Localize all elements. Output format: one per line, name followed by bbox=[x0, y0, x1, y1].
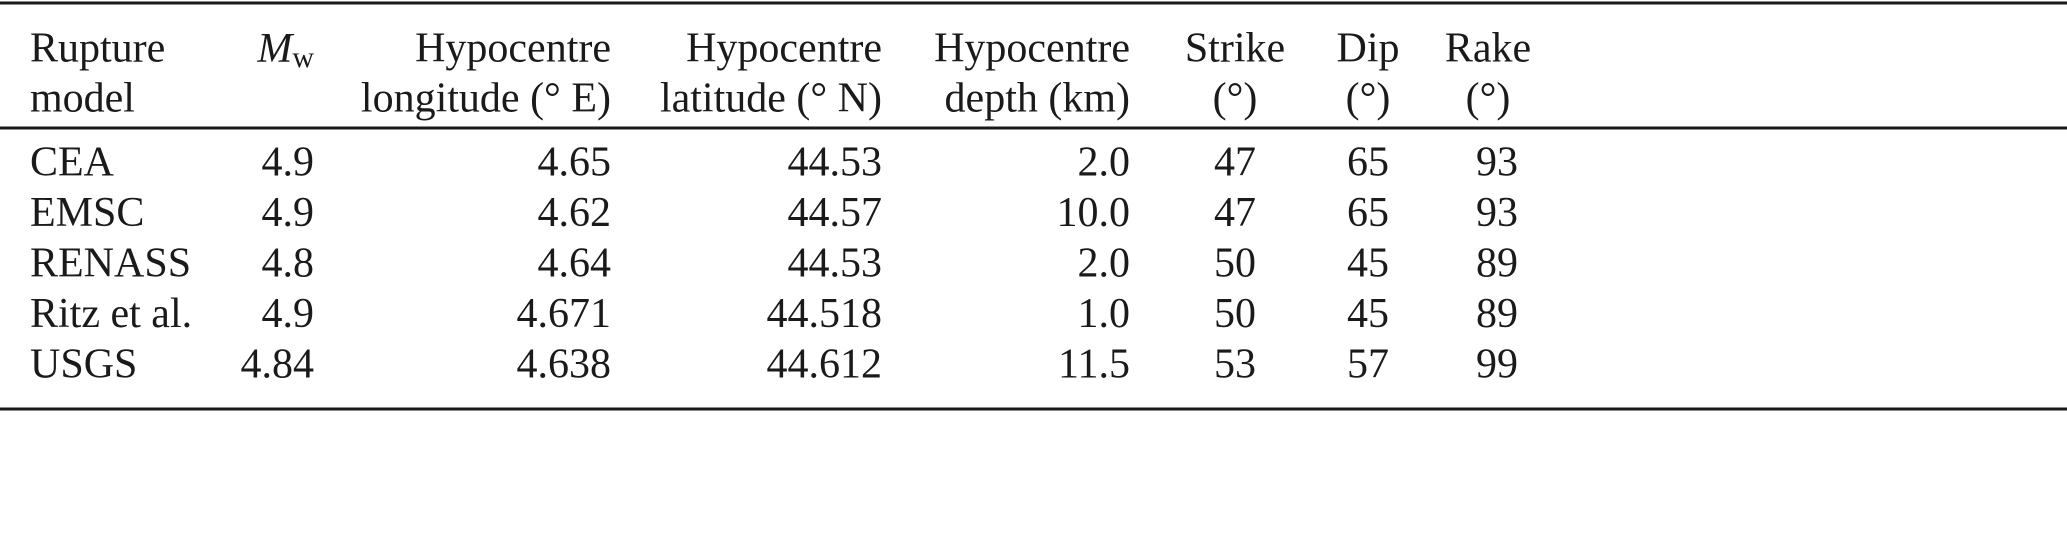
cell: 4.64 bbox=[538, 241, 612, 287]
cell: EMSC bbox=[30, 190, 144, 236]
cell: 44.612 bbox=[767, 342, 883, 388]
cell: Ritz et al. bbox=[30, 291, 192, 337]
cell: 65 bbox=[1347, 190, 1389, 236]
cell: RENASS bbox=[30, 241, 191, 287]
cell: 45 bbox=[1347, 291, 1389, 337]
symbol: M bbox=[256, 26, 294, 72]
header-text: Dip bbox=[1337, 26, 1400, 72]
header-text: longitude (° E) bbox=[361, 76, 611, 122]
cell: 4.9 bbox=[262, 291, 315, 337]
cell: 99 bbox=[1476, 342, 1518, 388]
cell: 2.0 bbox=[1078, 140, 1131, 186]
header-text: Hypocentre bbox=[415, 26, 611, 72]
header-text: Strike bbox=[1185, 26, 1285, 72]
cell: 44.53 bbox=[788, 140, 883, 186]
cell: 93 bbox=[1476, 190, 1518, 236]
cell: 93 bbox=[1476, 140, 1518, 186]
cell: 1.0 bbox=[1078, 291, 1131, 337]
header-text: model bbox=[30, 76, 135, 122]
header-text: Rake bbox=[1445, 26, 1531, 72]
cell: 4.8 bbox=[262, 241, 315, 287]
cell: CEA bbox=[30, 140, 115, 186]
header-text: (°) bbox=[1466, 76, 1511, 122]
header-text: latitude (° N) bbox=[660, 76, 882, 122]
cell: 45 bbox=[1347, 241, 1389, 287]
cell: 50 bbox=[1214, 241, 1256, 287]
cell: 89 bbox=[1476, 241, 1518, 287]
cell: 65 bbox=[1347, 140, 1389, 186]
cell: USGS bbox=[30, 342, 137, 388]
cell: 11.5 bbox=[1058, 342, 1130, 388]
header-text: (°) bbox=[1346, 76, 1391, 122]
header-text: (°) bbox=[1213, 76, 1258, 122]
cell: 44.518 bbox=[767, 291, 883, 337]
cell: 2.0 bbox=[1078, 241, 1131, 287]
cell: 10.0 bbox=[1057, 190, 1131, 236]
cell: 57 bbox=[1347, 342, 1389, 388]
cell: 47 bbox=[1214, 190, 1256, 236]
cell: 44.57 bbox=[788, 190, 883, 236]
header-text: Rupture bbox=[30, 26, 165, 72]
cell: 44.53 bbox=[788, 241, 883, 287]
cell: 47 bbox=[1214, 140, 1256, 186]
cell: 4.671 bbox=[517, 291, 612, 337]
header-text: Hypocentre bbox=[934, 26, 1130, 72]
cell: 53 bbox=[1214, 342, 1256, 388]
cell: 4.62 bbox=[538, 190, 612, 236]
header-symbol: Mw bbox=[256, 26, 314, 74]
cell: 4.9 bbox=[262, 190, 315, 236]
subscript: w bbox=[292, 41, 314, 74]
cell: 4.638 bbox=[517, 342, 612, 388]
header-text: depth (km) bbox=[945, 76, 1130, 122]
cell: 4.65 bbox=[538, 140, 612, 186]
header-text: Hypocentre bbox=[686, 26, 882, 72]
cell: 4.9 bbox=[262, 140, 315, 186]
cell: 50 bbox=[1214, 291, 1256, 337]
cell: 89 bbox=[1476, 291, 1518, 337]
cell: 4.84 bbox=[241, 342, 315, 388]
